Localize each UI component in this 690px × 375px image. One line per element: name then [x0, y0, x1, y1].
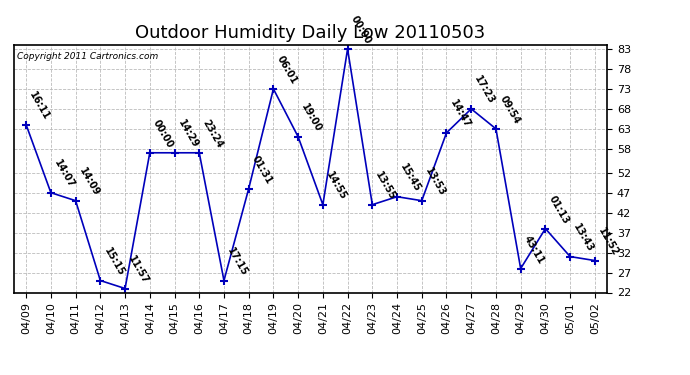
Text: 01:13: 01:13: [546, 194, 571, 226]
Text: 09:54: 09:54: [497, 94, 522, 126]
Text: 14:47: 14:47: [448, 98, 472, 130]
Text: 23:24: 23:24: [201, 118, 225, 150]
Text: 14:09: 14:09: [77, 166, 101, 198]
Text: 11:52: 11:52: [596, 226, 620, 258]
Title: Outdoor Humidity Daily Low 20110503: Outdoor Humidity Daily Low 20110503: [135, 24, 486, 42]
Text: 13:43: 13:43: [571, 222, 595, 254]
Text: 01:31: 01:31: [250, 154, 274, 186]
Text: 00:00: 00:00: [349, 14, 373, 46]
Text: 17:23: 17:23: [473, 74, 497, 106]
Text: 16:11: 16:11: [28, 90, 52, 122]
Text: 00:00: 00:00: [151, 118, 175, 150]
Text: 06:01: 06:01: [275, 54, 299, 86]
Text: 13:55: 13:55: [374, 170, 398, 202]
Text: 15:15: 15:15: [101, 246, 126, 278]
Text: 11:57: 11:57: [126, 254, 150, 286]
Text: 13:53: 13:53: [423, 166, 447, 198]
Text: 14:55: 14:55: [324, 170, 348, 202]
Text: 43:11: 43:11: [522, 234, 546, 266]
Text: 19:00: 19:00: [299, 102, 324, 134]
Text: 14:29: 14:29: [176, 118, 200, 150]
Text: 17:15: 17:15: [226, 246, 250, 278]
Text: Copyright 2011 Cartronics.com: Copyright 2011 Cartronics.com: [17, 53, 158, 62]
Text: 15:45: 15:45: [398, 162, 422, 194]
Text: 14:07: 14:07: [52, 158, 77, 190]
